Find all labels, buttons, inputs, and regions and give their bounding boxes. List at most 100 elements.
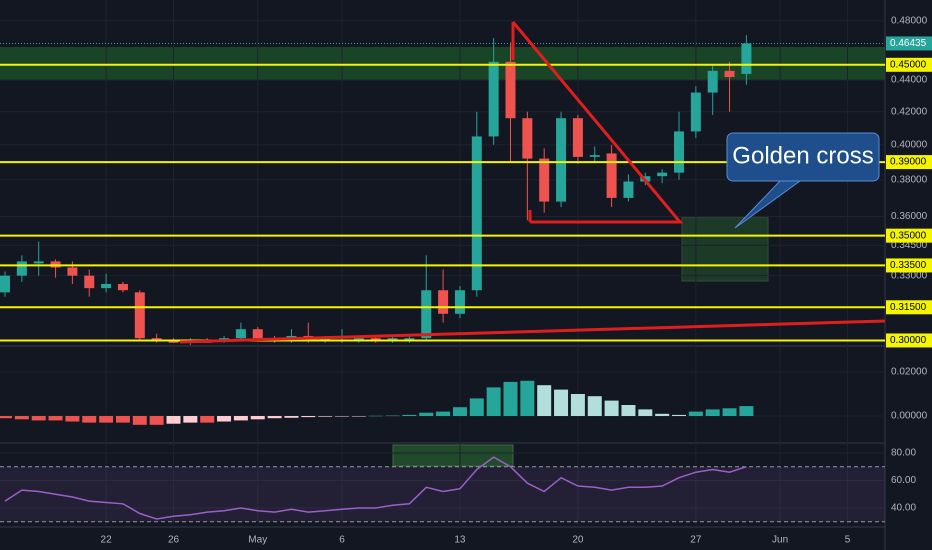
- y-tick-label: 0.48000: [891, 16, 928, 27]
- macd-bar: [587, 396, 602, 417]
- y-tick-label: 80.00: [891, 448, 916, 459]
- candle-body: [471, 136, 482, 291]
- macd-bar: [0, 416, 12, 419]
- macd-bar: [402, 414, 417, 417]
- y-tick-label: 0.44000: [891, 75, 928, 86]
- macd-bar: [604, 400, 619, 417]
- candle-body: [724, 70, 735, 77]
- trend-line: [179, 319, 886, 344]
- macd-bar: [200, 416, 215, 423]
- candle-body: [320, 338, 331, 341]
- y-tick-label: 0.36000: [891, 211, 928, 222]
- y-tick-label: 0.42000: [891, 106, 928, 117]
- level-label: 0.35000: [890, 230, 927, 241]
- candle-body: [707, 70, 718, 93]
- rsi-line: [4, 456, 747, 520]
- x-tick-label: 5: [845, 535, 851, 546]
- macd-bar: [469, 398, 484, 417]
- candle-body: [589, 155, 600, 157]
- candle-body: [84, 275, 95, 289]
- macd-bar: [115, 416, 130, 423]
- macd-bar: [486, 387, 501, 417]
- rsi-band: [0, 466, 885, 522]
- macd-bar: [183, 416, 198, 423]
- candle-body: [50, 261, 61, 268]
- macd-bar: [554, 389, 569, 417]
- x-tick-label: 22: [101, 535, 113, 546]
- macd-bar: [722, 408, 737, 417]
- candle-body: [623, 181, 634, 198]
- macd-bar: [65, 416, 80, 422]
- candle-body: [151, 338, 162, 341]
- candle-body: [252, 329, 263, 339]
- macd-bar: [335, 416, 349, 417]
- y-tick-label: 40.00: [891, 503, 916, 514]
- candle-body: [404, 338, 415, 341]
- candle-body: [370, 338, 381, 341]
- level-tag: [886, 228, 932, 243]
- level-label: 0.39000: [890, 157, 927, 168]
- annotation: Golden cross: [732, 142, 873, 169]
- macd-bar: [655, 413, 670, 417]
- candle-body: [134, 292, 145, 339]
- level-label: 0.33500: [890, 260, 927, 271]
- candle-body: [522, 118, 533, 159]
- x-tick-label: 13: [454, 535, 466, 546]
- macd-bar: [672, 414, 686, 417]
- macd-bar: [284, 416, 299, 418]
- overbought-zone: [392, 444, 514, 467]
- macd-bar: [250, 416, 265, 420]
- candle-body: [33, 261, 44, 264]
- macd-bar: [99, 416, 114, 423]
- candle-body: [387, 338, 398, 341]
- candle-body: [690, 92, 701, 132]
- candle-body: [168, 340, 179, 343]
- macd-bar: [48, 416, 63, 421]
- macd-bar: [503, 381, 518, 417]
- candle-body: [117, 283, 128, 291]
- macd-bar: [385, 415, 400, 417]
- macd-bar: [31, 416, 46, 421]
- level-label: 0.30000: [890, 335, 927, 346]
- candle-body: [606, 153, 617, 198]
- macd-bar: [520, 380, 535, 417]
- macd-bar: [14, 416, 29, 420]
- y-tick-label: 0.38000: [891, 174, 928, 185]
- macd-bar: [452, 407, 467, 417]
- x-tick-label: 26: [168, 535, 180, 546]
- candle-body: [421, 290, 432, 339]
- level-tag: [886, 300, 932, 315]
- candle-body: [674, 131, 684, 173]
- macd-bar: [621, 405, 636, 417]
- x-tick-label: 27: [690, 535, 702, 546]
- level-tag: [886, 333, 932, 348]
- macd-bar: [166, 416, 181, 424]
- level-tag: [886, 155, 932, 170]
- level-tag: [886, 258, 932, 273]
- cross-zone: [681, 216, 769, 282]
- x-tick-label: Jun: [772, 535, 788, 546]
- macd-bar: [436, 411, 451, 417]
- candle-body: [657, 172, 668, 177]
- macd-bar: [351, 416, 366, 417]
- level-label: 0.45000: [890, 59, 927, 70]
- y-tick-label: 0.34500: [891, 240, 928, 251]
- y-tick-label: 0.40000: [891, 140, 928, 151]
- candle-body: [16, 261, 27, 276]
- candle-body: [741, 43, 752, 74]
- candle-body: [539, 158, 550, 202]
- candle-body: [572, 118, 583, 157]
- y-tick-label: 0.33000: [891, 270, 928, 281]
- macd-bar: [267, 416, 282, 419]
- resistance-zone: [0, 47, 885, 80]
- candle-body: [67, 267, 78, 276]
- macd-bar: [132, 416, 147, 425]
- macd-bar: [570, 394, 585, 417]
- candle-body: [488, 61, 499, 137]
- x-tick-label: 6: [339, 535, 345, 546]
- callout: [726, 132, 880, 182]
- macd-bar: [739, 406, 754, 417]
- macd-bar: [705, 409, 720, 417]
- macd-bar: [149, 416, 164, 425]
